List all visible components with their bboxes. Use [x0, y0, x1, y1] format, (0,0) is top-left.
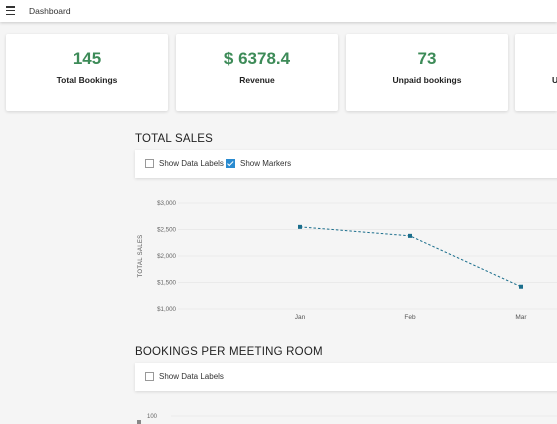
data-point-marker — [408, 233, 412, 238]
kpi-label: Revenue — [239, 75, 275, 85]
y-tick-label: $3,000 — [157, 200, 176, 207]
y-tick-label: $2,500 — [157, 227, 176, 234]
kpi-label: Total Bookings — [56, 75, 118, 85]
hamburger-menu-icon[interactable] — [6, 6, 15, 16]
x-tick-label: Feb — [404, 314, 416, 321]
kpi-value: 145 — [72, 49, 102, 68]
y-tick-label: 100 — [147, 414, 158, 420]
kpi-card-total-bookings: 145 Total Bookings — [6, 34, 168, 111]
y-tick-label: $1,500 — [157, 280, 176, 287]
show-markers-toggle[interactable]: Show Markers — [226, 159, 291, 168]
y-tick-label: $2,000 — [157, 253, 176, 260]
app-title: Dashboard — [29, 6, 71, 16]
total-sales-chart: $1,000 $1,500 $2,000 $2,500 $3,000 TOTAL SALE… — [138, 200, 557, 321]
bookings-per-room-title: BOOKINGS PER MEETING ROOM — [135, 346, 323, 358]
checkbox-checked-icon[interactable] — [226, 159, 235, 168]
option-label: Show Markers — [240, 159, 292, 168]
x-tick-label: Mar — [515, 314, 527, 321]
total-sales-title: TOTAL SALES — [135, 133, 214, 145]
bookings-show-data-labels-toggle[interactable]: Show Data Labels — [145, 372, 224, 381]
kpi-value: $ 6378.4 — [223, 49, 291, 68]
y-tick-label: $1,000 — [157, 306, 176, 313]
kpi-card-unpaid-bookings: 73 Unpaid bookings — [346, 34, 508, 111]
data-point-marker — [298, 224, 302, 229]
data-point-marker — [519, 284, 523, 289]
top-app-bar: Dashboard — [0, 0, 557, 22]
kpi-card-revenue: $ 6378.4 Revenue — [176, 34, 338, 111]
kpi-label: U — [552, 75, 557, 85]
bookings-chart-partial: 100 — [137, 414, 557, 424]
kpi-card-partial: U — [515, 34, 557, 111]
checkbox-unchecked-icon[interactable] — [145, 159, 154, 168]
x-tick-label: Jan — [295, 314, 306, 321]
option-label: Show Data Labels — [159, 159, 224, 168]
option-label: Show Data Labels — [159, 372, 224, 381]
kpi-label: Unpaid bookings — [392, 75, 462, 85]
checkbox-unchecked-icon[interactable] — [145, 372, 154, 381]
axis-label-fragment — [137, 420, 141, 424]
y-axis-label: TOTAL SALES — [138, 235, 144, 278]
bookings-options: Show Data Labels — [135, 363, 557, 391]
show-data-labels-toggle[interactable]: Show Data Labels — [145, 159, 224, 168]
kpi-value: 73 — [417, 49, 437, 68]
total-sales-options: Show Data Labels Show Markers — [135, 150, 557, 178]
